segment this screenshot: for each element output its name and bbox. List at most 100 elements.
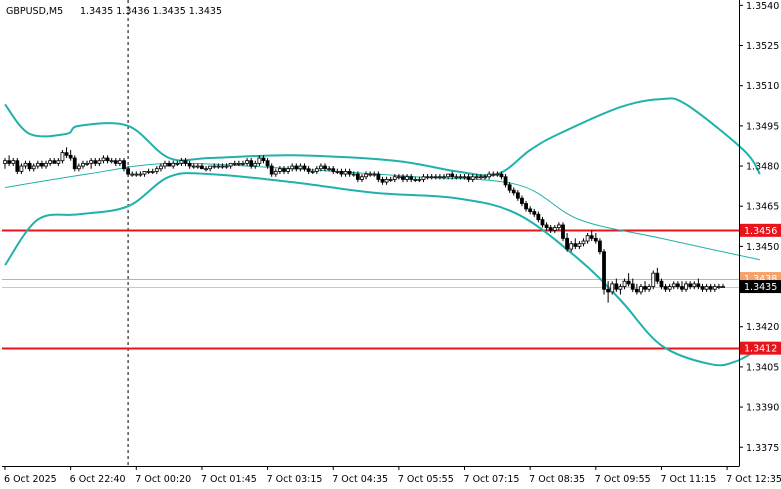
level-tag-0-label: 1.3456 bbox=[744, 226, 777, 237]
candle bbox=[708, 283, 713, 292]
candle-body bbox=[40, 162, 44, 167]
level-tag-1-bg bbox=[740, 341, 781, 355]
candle-body bbox=[200, 165, 204, 170]
candle bbox=[327, 166, 332, 172]
candle-body bbox=[614, 283, 619, 290]
candle-body bbox=[503, 176, 508, 186]
candle bbox=[598, 238, 602, 255]
chart-ohlc-readout: 1.3435 1.3436 1.3435 1.3435 bbox=[80, 6, 222, 17]
candle-body bbox=[195, 165, 200, 168]
y-tick-label: 1.3525 bbox=[746, 41, 779, 52]
candle-body bbox=[421, 176, 426, 180]
candle-body bbox=[532, 211, 537, 215]
candle-body bbox=[663, 286, 668, 290]
candle bbox=[450, 171, 455, 180]
candle bbox=[421, 174, 426, 183]
candle bbox=[454, 174, 459, 180]
candle-body bbox=[684, 283, 688, 290]
candle bbox=[261, 155, 266, 164]
candle bbox=[3, 158, 7, 169]
candle-body bbox=[253, 162, 258, 167]
candle-body bbox=[700, 286, 705, 290]
candle-body bbox=[7, 160, 12, 164]
candle bbox=[405, 174, 409, 183]
candle bbox=[712, 283, 717, 292]
candle-body bbox=[347, 171, 352, 175]
candle bbox=[195, 163, 200, 169]
candle bbox=[696, 278, 701, 290]
candle-body bbox=[479, 176, 483, 179]
candle-body bbox=[241, 162, 245, 165]
candle bbox=[704, 283, 709, 292]
candle bbox=[208, 165, 213, 172]
candle bbox=[339, 168, 344, 177]
candle-body bbox=[409, 176, 414, 180]
candle bbox=[220, 163, 225, 169]
candle-body bbox=[462, 176, 467, 179]
candle-body bbox=[577, 243, 582, 247]
candle bbox=[548, 224, 553, 233]
bollinger-upper-band bbox=[4, 97, 761, 177]
candle bbox=[655, 267, 660, 284]
candle-body bbox=[11, 160, 16, 164]
candle bbox=[433, 174, 438, 180]
candle bbox=[191, 163, 196, 169]
candle bbox=[585, 233, 590, 244]
candle bbox=[150, 168, 155, 175]
candle bbox=[647, 283, 652, 292]
candle bbox=[438, 174, 442, 180]
candle bbox=[72, 155, 77, 172]
candle-body bbox=[515, 192, 520, 199]
candle-body bbox=[236, 162, 241, 165]
candle-body bbox=[306, 168, 311, 172]
candle-body bbox=[548, 227, 553, 231]
candle bbox=[429, 174, 434, 180]
x-tick-label: 6 Oct 2025 bbox=[4, 474, 57, 485]
candle-body bbox=[35, 162, 40, 167]
candle bbox=[442, 174, 446, 180]
candle bbox=[589, 230, 594, 242]
candle-body bbox=[302, 165, 307, 170]
candle-body bbox=[298, 165, 303, 170]
candle-body bbox=[355, 173, 360, 180]
candle bbox=[48, 158, 53, 167]
candle bbox=[241, 160, 245, 167]
candle bbox=[610, 281, 615, 295]
candle-body bbox=[167, 162, 172, 167]
candle-body bbox=[474, 176, 479, 179]
candle bbox=[479, 174, 483, 180]
candle-body bbox=[360, 176, 364, 180]
candle bbox=[44, 160, 48, 169]
candle bbox=[573, 238, 578, 250]
candle bbox=[11, 158, 16, 167]
candle-body bbox=[220, 165, 225, 168]
candle-body bbox=[536, 213, 541, 221]
candle-body bbox=[93, 160, 98, 164]
candle bbox=[146, 168, 151, 175]
candle-body bbox=[105, 157, 110, 162]
candle-body bbox=[556, 224, 561, 229]
candle bbox=[302, 163, 307, 172]
level-tag-0-bg bbox=[740, 223, 781, 237]
candle-body bbox=[622, 280, 627, 287]
candle bbox=[680, 281, 684, 292]
candle-body bbox=[585, 235, 590, 242]
candle-body bbox=[458, 176, 463, 179]
candle-body bbox=[150, 171, 155, 173]
candle-body bbox=[630, 283, 635, 290]
candle-body bbox=[618, 286, 623, 290]
candle-body bbox=[581, 240, 586, 245]
candle bbox=[343, 168, 348, 177]
candle-body bbox=[626, 280, 631, 285]
candle bbox=[684, 281, 688, 292]
candle bbox=[721, 283, 725, 288]
candle-body bbox=[269, 165, 274, 175]
candle bbox=[298, 163, 303, 172]
candle bbox=[306, 166, 311, 175]
candle bbox=[310, 168, 315, 175]
candle bbox=[491, 171, 496, 177]
candle bbox=[200, 163, 204, 170]
candle bbox=[368, 171, 373, 177]
